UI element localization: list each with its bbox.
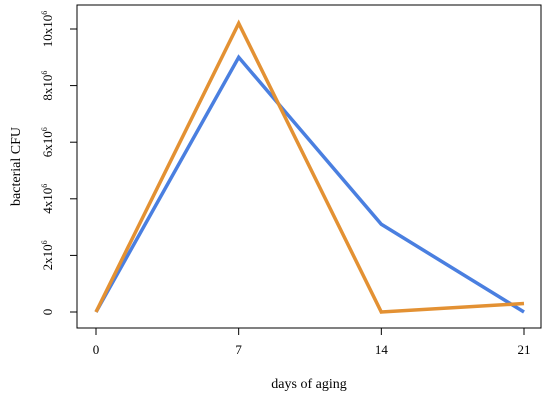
x-tick-label: 14	[375, 342, 389, 357]
plot-frame	[76, 4, 542, 329]
y-tick-label: 2x106	[40, 240, 55, 270]
y-tick-label: 4x106	[40, 184, 55, 214]
x-tick-label: 7	[235, 342, 242, 357]
y-axis-title: bacterial CFU	[9, 127, 24, 206]
x-axis-title: days of aging	[271, 377, 346, 392]
y-tick-label: 6x106	[40, 127, 55, 157]
y-tick-label: 0	[40, 309, 55, 316]
series-layer	[94, 19, 525, 314]
x-tick-label: 21	[518, 342, 531, 357]
series-1-line	[94, 54, 525, 314]
x-tick-label: 0	[93, 342, 100, 357]
y-tick-label: 10x106	[40, 11, 55, 48]
series-2-line	[94, 19, 525, 314]
y-tick-label: 8x106	[40, 71, 55, 101]
